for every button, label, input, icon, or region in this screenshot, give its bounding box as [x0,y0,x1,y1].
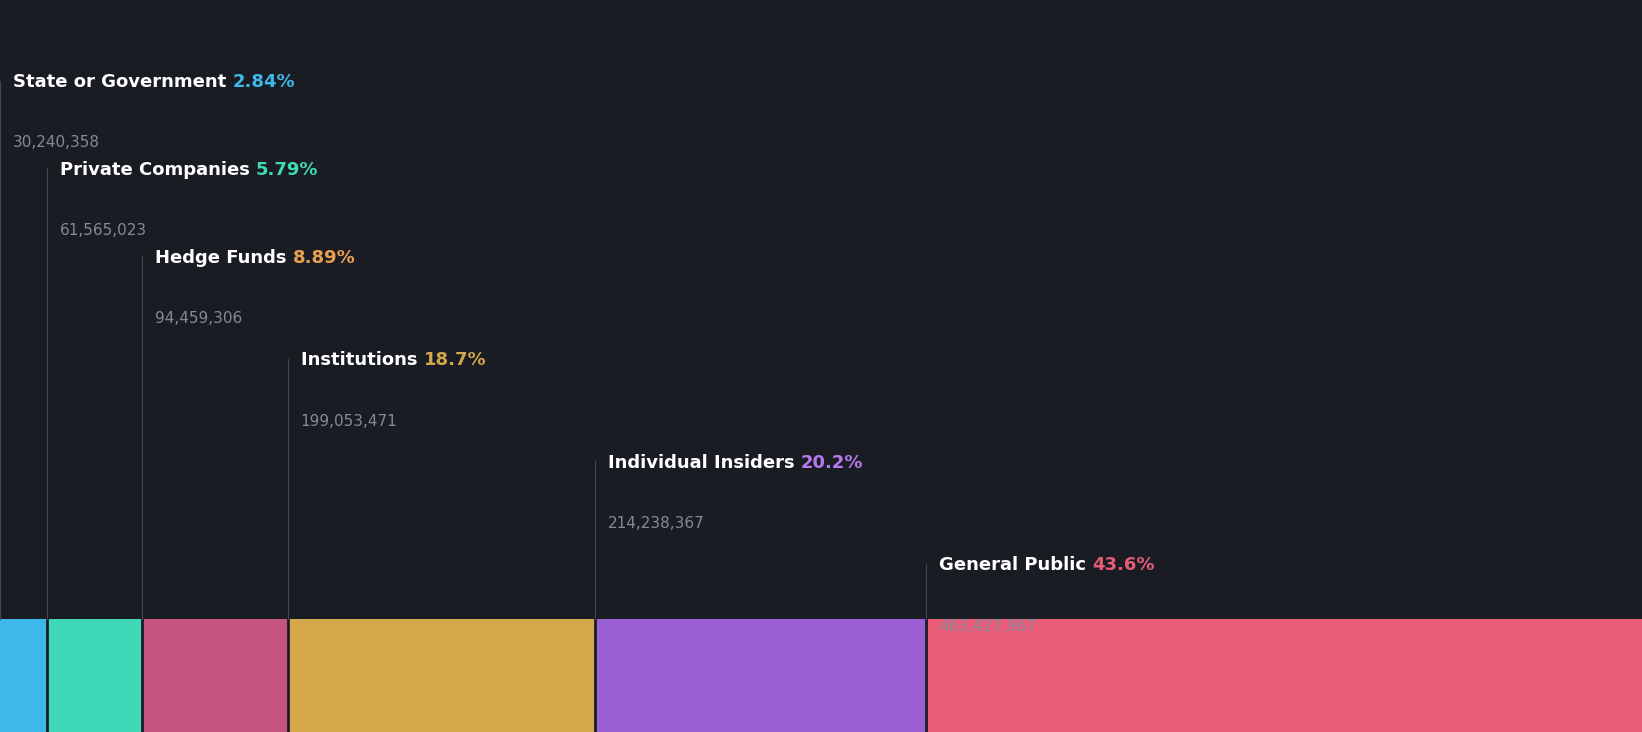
Text: 43.6%: 43.6% [1092,556,1154,575]
Text: Hedge Funds: Hedge Funds [154,249,292,267]
Text: 463,427,967: 463,427,967 [939,619,1036,633]
Text: 61,565,023: 61,565,023 [59,223,146,238]
Bar [0,619,46,732]
Bar [926,619,1642,732]
Text: Individual Insiders: Individual Insiders [608,454,801,472]
Text: State or Government: State or Government [13,73,233,92]
Text: 8.89%: 8.89% [292,249,355,267]
Text: Institutions: Institutions [300,351,424,370]
Bar [141,619,287,732]
Text: General Public: General Public [939,556,1092,575]
Text: 214,238,367: 214,238,367 [608,516,704,531]
Text: 94,459,306: 94,459,306 [154,311,241,326]
Text: Private Companies: Private Companies [59,161,256,179]
Bar [46,619,141,732]
Text: 2.84%: 2.84% [233,73,296,92]
Text: 18.7%: 18.7% [424,351,486,370]
Bar [287,619,594,732]
Text: 20.2%: 20.2% [801,454,864,472]
Bar [594,619,926,732]
Text: 5.79%: 5.79% [256,161,319,179]
Text: 199,053,471: 199,053,471 [300,414,397,428]
Text: 30,240,358: 30,240,358 [13,135,100,150]
